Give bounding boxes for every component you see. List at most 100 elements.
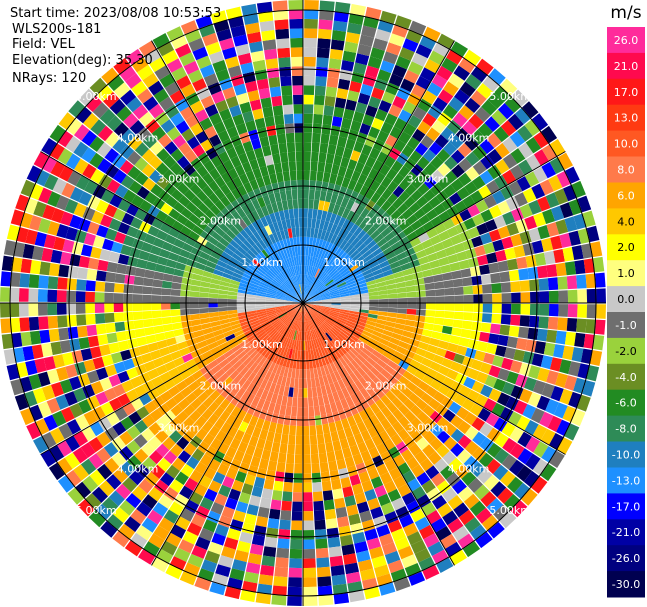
radar-gate — [436, 444, 450, 458]
radar-gate — [406, 456, 420, 470]
radar-gate — [441, 238, 454, 249]
radar-gate — [344, 231, 354, 242]
radar-gate — [158, 133, 172, 148]
radar-gate — [378, 307, 389, 312]
radar-gate — [257, 196, 266, 208]
radar-gate — [354, 161, 365, 174]
radar-gate — [262, 237, 270, 248]
radar-gate — [88, 257, 100, 270]
radar-gate — [465, 151, 480, 166]
radar-gate — [285, 305, 295, 310]
radar-gate — [310, 349, 315, 360]
radar-gate — [357, 317, 367, 324]
radar-gate — [104, 312, 115, 323]
radar-gate — [318, 376, 325, 387]
radar-gate — [232, 360, 243, 370]
radar-gate — [353, 412, 363, 425]
radar-gate — [210, 250, 221, 260]
radar-gate — [450, 428, 465, 443]
radar-gate — [467, 368, 480, 380]
radar-gate — [143, 541, 160, 557]
radar-gate — [486, 458, 501, 475]
radar-gate — [295, 275, 300, 285]
radar-gate — [92, 184, 107, 199]
radar-gate — [50, 249, 63, 264]
radar-gate — [142, 303, 152, 311]
radar-gate — [409, 338, 420, 348]
radar-gate — [221, 251, 232, 261]
radar-gate — [390, 355, 402, 365]
radar-gate — [243, 328, 254, 336]
radar-gate — [225, 95, 239, 109]
radar-gate — [256, 366, 265, 377]
radar-gate — [160, 119, 175, 134]
radar-gate — [219, 318, 230, 325]
radar-gate — [104, 387, 117, 402]
radar-gate — [376, 281, 387, 288]
radar-gate — [152, 357, 165, 368]
radar-gate — [398, 545, 414, 560]
radar-gate — [462, 356, 474, 368]
radar-gate — [179, 249, 191, 259]
radar-gate — [330, 431, 340, 442]
radar-gate — [101, 67, 119, 84]
radar-gate — [360, 232, 370, 243]
radar-gate — [265, 360, 273, 371]
radar-gate — [426, 344, 438, 354]
radar-gate — [315, 424, 324, 435]
radar-gate — [286, 142, 296, 153]
radar-gate — [306, 359, 310, 370]
radar-gate — [374, 172, 386, 184]
radar-gate — [216, 211, 227, 223]
radar-gate — [310, 266, 315, 276]
radar-gate — [136, 406, 150, 420]
radar-gate — [218, 222, 230, 233]
radar-gate — [367, 497, 381, 511]
radar-gate — [456, 406, 470, 420]
radar-gate — [405, 285, 416, 293]
radar-gate — [429, 259, 441, 269]
radar-gate — [74, 481, 92, 499]
radar-gate — [361, 25, 377, 38]
radar-gate — [330, 233, 338, 244]
radar-gate — [432, 274, 444, 283]
radar-gate — [237, 376, 247, 387]
radar-gate — [457, 143, 472, 158]
radar-gate — [322, 490, 334, 501]
radar-gate — [504, 96, 522, 113]
radar-gate — [275, 294, 285, 298]
radar-gate — [380, 10, 397, 24]
radar-gate — [506, 258, 519, 271]
radar-gate — [337, 379, 346, 390]
radar-gate — [314, 338, 320, 348]
radar-gate — [331, 327, 340, 335]
radar-gate — [285, 317, 292, 326]
radar-gate — [410, 404, 423, 417]
radar-gate — [282, 95, 293, 106]
radar-gate — [168, 208, 181, 220]
radar-gate — [108, 218, 122, 231]
radar-gate — [275, 307, 285, 312]
radar-gate — [356, 258, 367, 267]
radar-gate — [197, 391, 209, 403]
radar-gate — [147, 368, 160, 380]
radar-gate — [327, 182, 335, 194]
radar-gate — [173, 268, 185, 277]
radar-gate — [95, 199, 109, 214]
radar-gate — [324, 95, 336, 107]
radar-gate — [176, 410, 189, 423]
radar-gate — [318, 152, 327, 163]
radar-gate — [168, 252, 180, 262]
radar-gate — [247, 404, 257, 416]
radar-gate — [477, 468, 493, 484]
radar-gate — [305, 350, 309, 360]
radar-gate — [267, 245, 275, 256]
radar-gate — [116, 331, 127, 342]
radar-gate — [262, 175, 272, 186]
radar-gate — [314, 190, 321, 201]
radar-gate — [474, 106, 491, 123]
radar-gate — [387, 288, 398, 295]
radar-gate — [319, 143, 329, 154]
radar-gate — [291, 287, 298, 296]
radar-gate — [221, 171, 232, 184]
